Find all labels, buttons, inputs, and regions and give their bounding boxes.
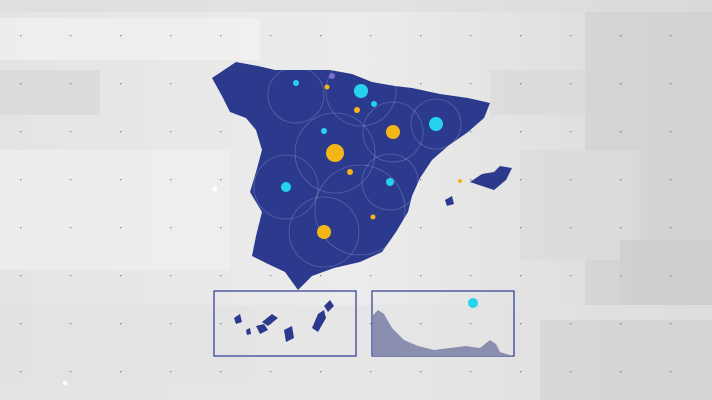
balearic-islands — [445, 166, 512, 206]
spain-mainland — [212, 55, 490, 290]
map-dots — [63, 73, 462, 385]
canary-inset — [213, 290, 357, 357]
ceuta-melilla-inset — [371, 290, 515, 357]
